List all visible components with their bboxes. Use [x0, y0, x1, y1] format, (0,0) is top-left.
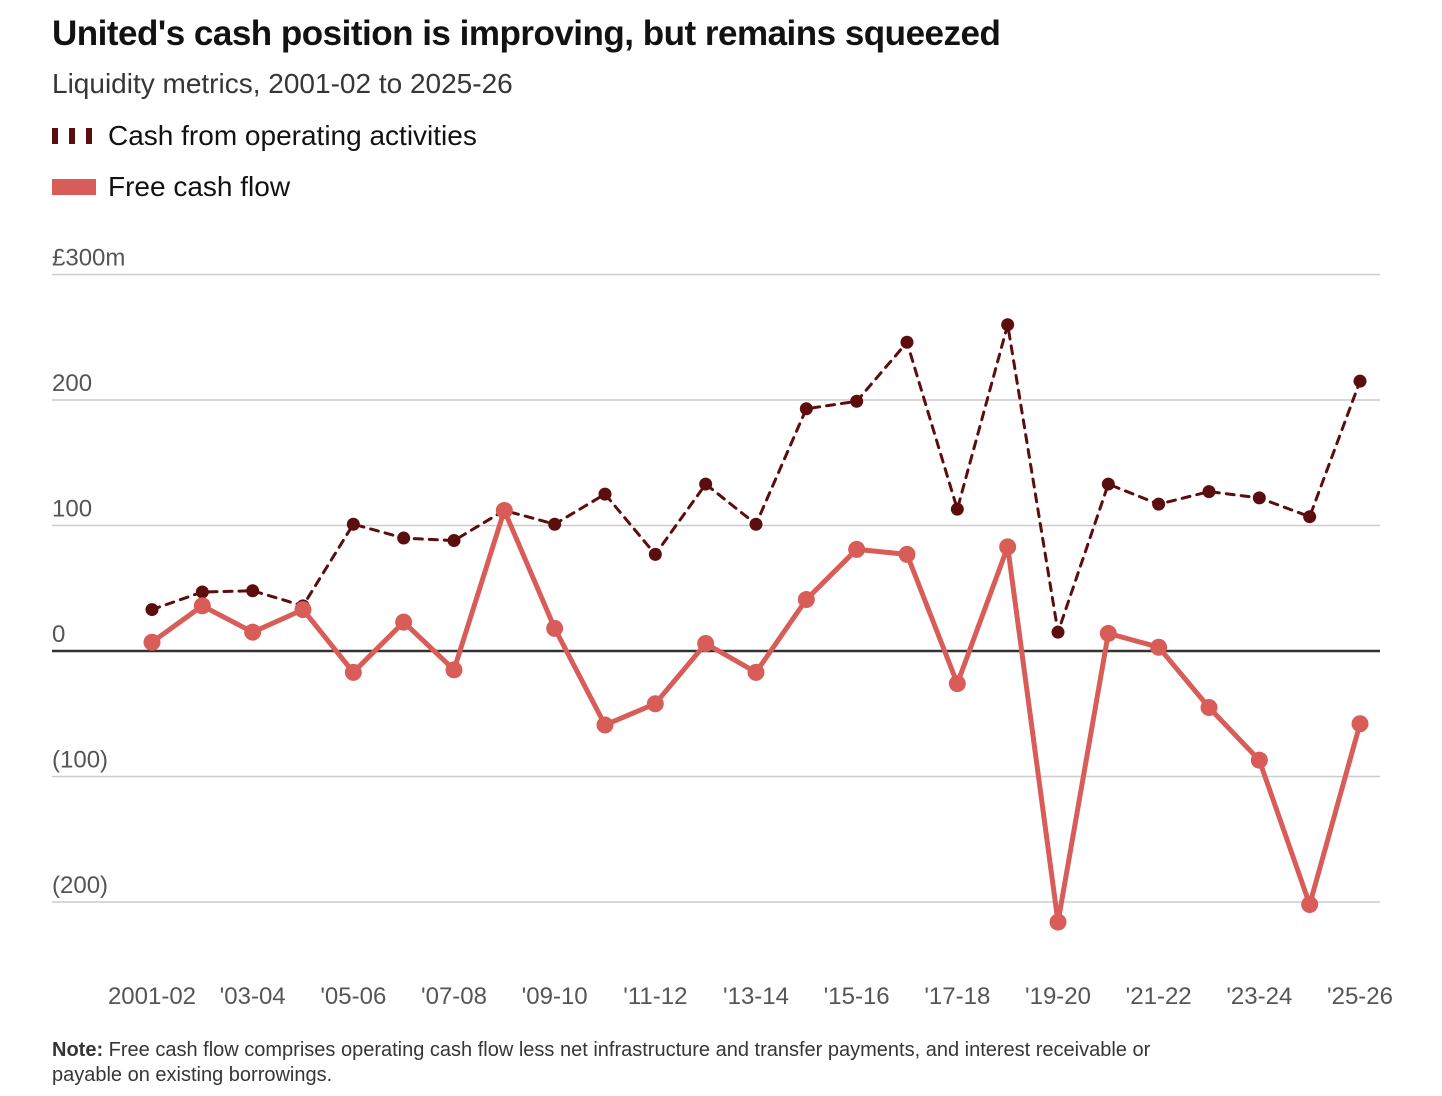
data-point-free-cash-flow — [244, 623, 262, 641]
x-tick-label: '19-20 — [1025, 983, 1091, 1010]
y-tick-label: (100) — [52, 747, 108, 774]
legend-swatch-solid-icon — [52, 179, 98, 195]
data-point-operating — [648, 547, 662, 561]
data-point-free-cash-flow — [1099, 624, 1117, 642]
data-point-free-cash-flow — [898, 545, 916, 563]
x-tick-label: '07-08 — [421, 983, 487, 1010]
line-chart: £300m 200 100 0 (100) (200) 2001-02 '03-04 '05-0… — [52, 245, 1393, 1010]
data-point-free-cash-flow — [143, 633, 161, 651]
data-point-operating — [145, 603, 159, 617]
data-point-operating — [749, 517, 763, 531]
y-tick-label: £300m — [52, 245, 125, 272]
data-point-free-cash-flow — [294, 601, 312, 619]
chart-subtitle: Liquidity metrics, 2001-02 to 2025-26 — [52, 68, 513, 99]
x-tick-label: '21-22 — [1126, 983, 1192, 1010]
data-point-free-cash-flow — [646, 695, 664, 713]
data-point-operating — [900, 335, 914, 349]
data-point-operating — [1051, 625, 1065, 639]
y-tick-label: 200 — [52, 370, 92, 397]
data-point-free-cash-flow — [1200, 698, 1218, 716]
data-point-operating — [246, 584, 260, 598]
data-point-free-cash-flow — [948, 675, 966, 693]
y-tick-label: 0 — [52, 621, 65, 648]
data-point-free-cash-flow — [596, 716, 614, 734]
chart-note: Note: Free cash flow comprises operating… — [52, 1038, 1202, 1088]
data-point-free-cash-flow — [999, 538, 1017, 556]
data-point-operating — [1152, 497, 1166, 511]
y-tick-label: (200) — [52, 872, 108, 899]
data-point-free-cash-flow — [546, 619, 564, 637]
data-point-free-cash-flow — [1150, 638, 1168, 656]
data-point-operating — [1252, 491, 1266, 505]
x-tick-label: '11-12 — [623, 983, 687, 1010]
legend-label-free-cash-flow: Free cash flow — [108, 171, 291, 202]
data-point-free-cash-flow — [495, 501, 513, 519]
data-point-operating — [447, 534, 461, 548]
data-point-operating — [195, 585, 209, 599]
y-tick-label: 100 — [52, 496, 92, 523]
data-point-free-cash-flow — [1351, 715, 1369, 733]
series-line-free-cash-flow — [149, 507, 1363, 925]
x-tick-label: '05-06 — [320, 983, 386, 1010]
x-tick-label: '25-26 — [1327, 983, 1393, 1010]
x-tick-label: '03-04 — [220, 983, 286, 1010]
chart-title: United's cash position is improving, but… — [52, 14, 1001, 53]
data-point-free-cash-flow — [747, 663, 765, 681]
legend-label-operating: Cash from operating activities — [108, 120, 477, 151]
note-label: Note: — [52, 1039, 104, 1061]
data-point-operating — [850, 394, 864, 408]
data-point-operating — [1303, 510, 1317, 524]
data-point-free-cash-flow — [193, 597, 211, 615]
legend-swatch-dashed-icon — [52, 128, 98, 144]
data-point-free-cash-flow — [395, 613, 413, 631]
data-point-free-cash-flow — [1301, 896, 1319, 914]
x-tick-label: '17-18 — [924, 983, 990, 1010]
data-point-free-cash-flow — [1250, 751, 1268, 769]
x-tick-label: '15-16 — [824, 983, 890, 1010]
data-point-operating — [1101, 477, 1115, 491]
data-point-free-cash-flow — [797, 591, 815, 609]
data-point-operating — [397, 531, 411, 545]
data-point-operating — [598, 487, 612, 501]
data-point-operating — [950, 502, 964, 516]
x-tick-label: '23-24 — [1226, 983, 1292, 1010]
data-point-free-cash-flow — [344, 663, 362, 681]
data-point-operating — [1353, 374, 1367, 388]
data-point-operating — [1202, 485, 1216, 499]
data-point-operating — [699, 477, 713, 491]
data-point-operating — [346, 517, 360, 531]
legend-item-operating: Cash from operating activities — [52, 120, 477, 152]
data-point-free-cash-flow — [445, 661, 463, 679]
data-point-operating — [799, 402, 813, 416]
series-line-operating — [150, 323, 1362, 634]
x-tick-label: '09-10 — [522, 983, 588, 1010]
x-tick-label: 2001-02 — [108, 983, 196, 1010]
data-point-free-cash-flow — [848, 540, 866, 558]
x-tick-label: '13-14 — [723, 983, 789, 1010]
data-point-operating — [548, 517, 562, 531]
note-text: Free cash flow comprises operating cash … — [52, 1039, 1151, 1086]
legend-item-free-cash-flow: Free cash flow — [52, 171, 290, 203]
data-point-free-cash-flow — [697, 634, 715, 652]
data-point-operating — [1001, 318, 1015, 332]
data-point-free-cash-flow — [1049, 913, 1067, 931]
